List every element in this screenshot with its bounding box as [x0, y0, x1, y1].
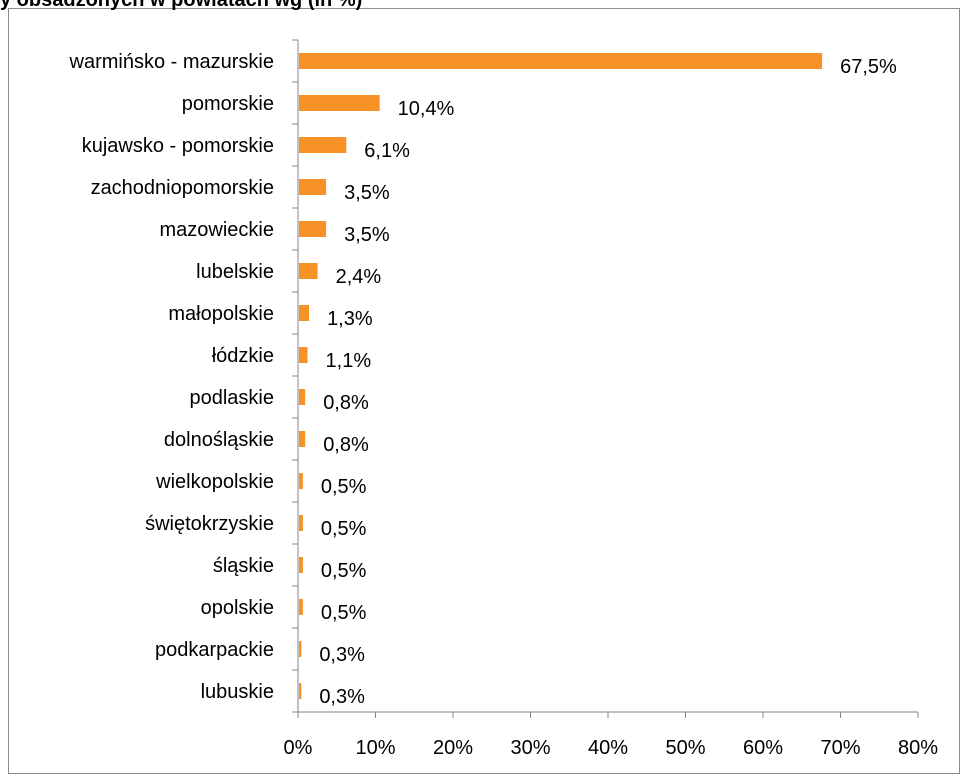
data-label: 10,4%	[398, 98, 455, 120]
bar	[299, 305, 310, 321]
category-label: lubelskie	[196, 261, 274, 283]
category-label: łódzkie	[212, 345, 274, 367]
bar	[299, 263, 318, 279]
category-label: lubuskie	[201, 681, 274, 703]
data-label: 0,5%	[321, 518, 367, 540]
category-label: zachodniopomorskie	[91, 177, 274, 199]
bar	[299, 53, 823, 69]
bar	[299, 683, 302, 699]
data-label: 2,4%	[336, 266, 382, 288]
x-tick-label: 20%	[433, 737, 473, 759]
x-tick-label: 0%	[284, 737, 313, 759]
data-label: 0,3%	[319, 686, 365, 708]
category-label: podlaskie	[189, 387, 274, 409]
data-label: 1,3%	[327, 308, 373, 330]
bar	[299, 347, 308, 363]
bar	[299, 515, 303, 531]
category-label: pomorskie	[182, 93, 274, 115]
bar	[299, 473, 303, 489]
x-tick-label: 40%	[588, 737, 628, 759]
bar	[299, 641, 302, 657]
bar	[299, 179, 327, 195]
data-label: 0,5%	[321, 476, 367, 498]
x-tick-label: 60%	[743, 737, 783, 759]
category-label: kujawsko - pomorskie	[82, 135, 274, 157]
chart-title: y obsadzonych w powiatach wg (in %)	[0, 0, 363, 11]
bar	[299, 389, 306, 405]
category-label: wielkopolskie	[155, 471, 274, 493]
chart-frame	[8, 8, 960, 774]
category-label: podkarpackie	[155, 639, 274, 661]
data-label: 0,5%	[321, 602, 367, 624]
data-label: 0,8%	[323, 392, 369, 414]
bar	[299, 599, 303, 615]
data-label: 3,5%	[344, 182, 390, 204]
category-label: opolskie	[201, 597, 274, 619]
category-label: małopolskie	[168, 303, 274, 325]
data-label: 0,8%	[323, 434, 369, 456]
x-tick-label: 70%	[820, 737, 860, 759]
x-tick-label: 30%	[510, 737, 550, 759]
category-label: śląskie	[213, 555, 274, 577]
bar	[299, 137, 347, 153]
bar	[299, 557, 303, 573]
category-label: mazowieckie	[160, 219, 274, 241]
x-tick-label: 80%	[898, 737, 938, 759]
data-label: 0,5%	[321, 560, 367, 582]
bar	[299, 95, 380, 111]
data-label: 3,5%	[344, 224, 390, 246]
category-label: świętokrzyskie	[145, 513, 274, 535]
bar	[299, 431, 306, 447]
data-label: 1,1%	[326, 350, 372, 372]
bar	[299, 221, 327, 237]
category-label: warmińsko - mazurskie	[69, 51, 274, 73]
data-label: 6,1%	[364, 140, 410, 162]
category-label: dolnośląskie	[164, 429, 274, 451]
x-tick-label: 50%	[665, 737, 705, 759]
x-tick-label: 10%	[355, 737, 395, 759]
data-label: 0,3%	[319, 644, 365, 666]
data-label: 67,5%	[840, 56, 897, 78]
